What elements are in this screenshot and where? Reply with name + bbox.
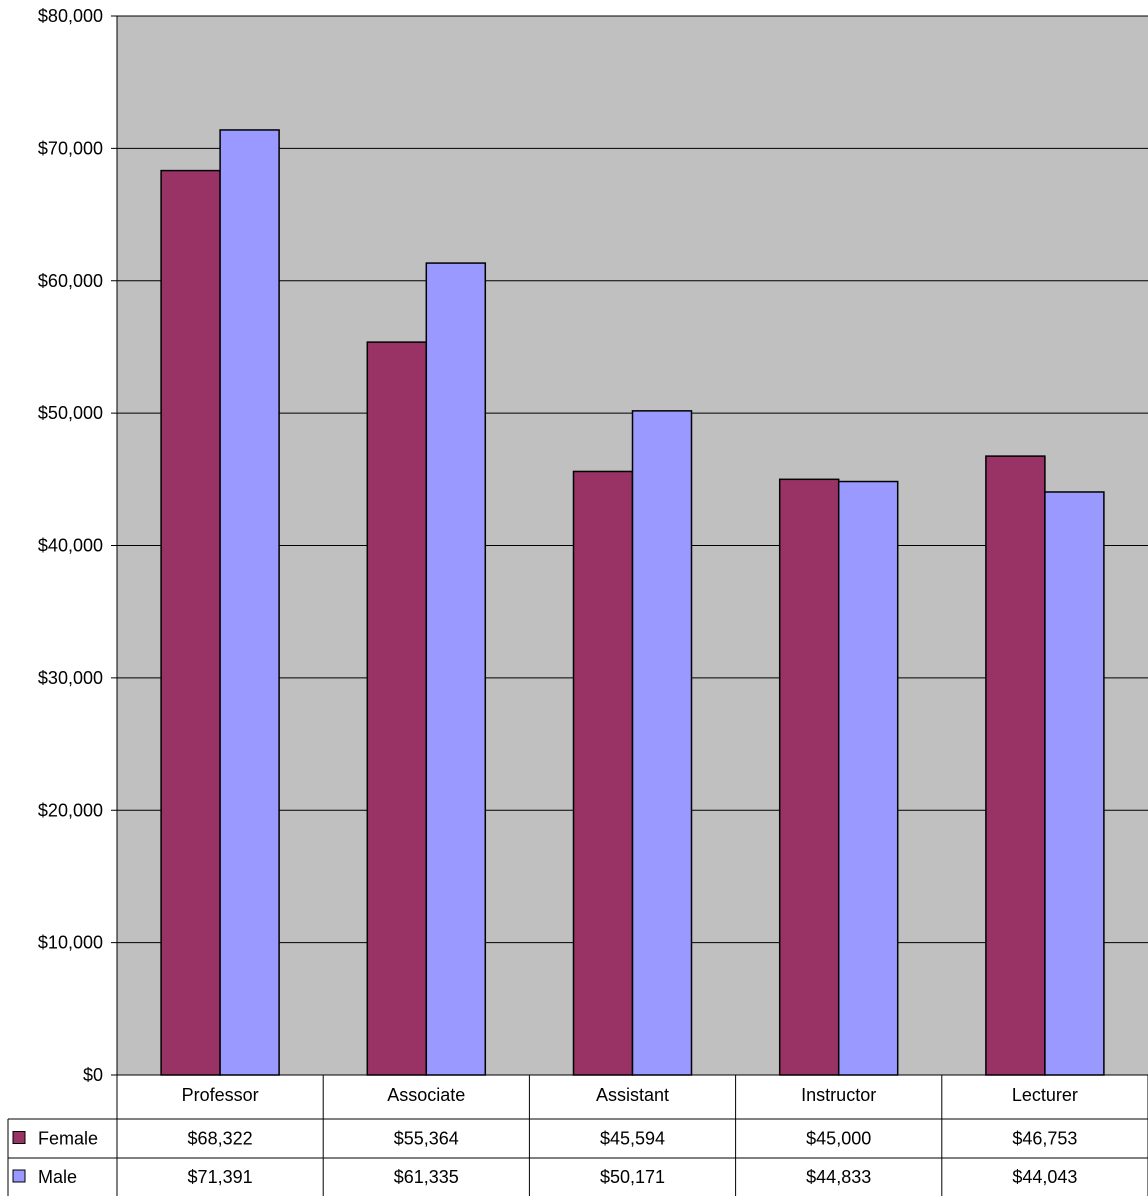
legend-key-female <box>12 1131 26 1144</box>
bar-female-instructor <box>778 478 840 1076</box>
bar-female-assistant <box>572 470 634 1076</box>
bar-male-associate <box>425 262 487 1076</box>
data-table: Professor Associate Assistant Instructor Lec… <box>7 1075 1148 1196</box>
legend-key-male <box>12 1169 26 1183</box>
y-tick-label: $10,000 <box>38 933 103 953</box>
table-cell-value: $68,322 <box>188 1129 253 1149</box>
x-tick-label: Lecturer <box>1012 1085 1078 1105</box>
table-cell-value: $46,753 <box>1012 1129 1077 1149</box>
x-tick-label: Associate <box>387 1085 465 1105</box>
table-cell-value: $44,833 <box>806 1167 871 1187</box>
y-tick-label: $70,000 <box>38 138 103 158</box>
bar-female-associate <box>366 341 428 1076</box>
x-tick-label: Professor <box>182 1085 259 1105</box>
bars <box>160 129 1105 1076</box>
y-tick-label: $20,000 <box>38 800 103 820</box>
x-tick-label: Instructor <box>801 1085 876 1105</box>
table-cell-value: $55,364 <box>394 1129 459 1149</box>
table-cell-value: $71,391 <box>188 1167 253 1187</box>
y-tick-label: $60,000 <box>38 271 103 291</box>
y-tick-label: $30,000 <box>38 668 103 688</box>
bar-male-lecturer <box>1044 491 1105 1076</box>
bar-female-lecturer <box>985 455 1046 1076</box>
table-cell-value: $45,000 <box>806 1129 871 1149</box>
bar-male-professor <box>219 129 280 1076</box>
bar-female-professor <box>160 169 221 1076</box>
table-cell-value: $44,043 <box>1012 1167 1077 1187</box>
table-cell-value: $61,335 <box>394 1167 459 1187</box>
table-cell-value: $50,171 <box>600 1167 665 1187</box>
y-tick-labels: $0 $10,000 $20,000 $30,000 $40,000 $50,000 $60… <box>38 6 103 1085</box>
y-tick-label: $50,000 <box>38 403 103 423</box>
table-cell-value: $45,594 <box>600 1129 665 1149</box>
legend-label-male: Male <box>38 1167 77 1187</box>
y-tick-label: $40,000 <box>38 536 103 556</box>
x-tick-label: Assistant <box>596 1085 669 1105</box>
legend-label-female: Female <box>38 1129 98 1149</box>
bar-male-instructor <box>837 480 899 1076</box>
bar-male-assistant <box>631 410 693 1076</box>
axes <box>111 15 1148 1196</box>
y-tick-label: $80,000 <box>38 6 103 26</box>
y-tick-label: $0 <box>83 1065 103 1085</box>
